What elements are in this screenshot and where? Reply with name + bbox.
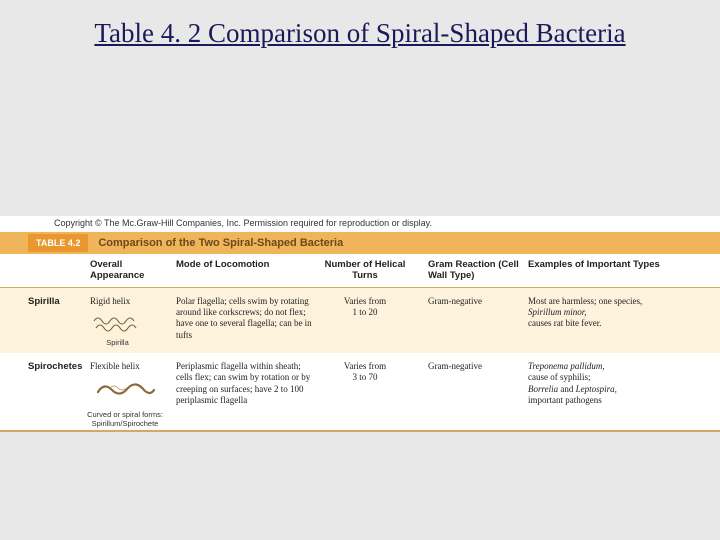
cell-gram: Gram-negative bbox=[428, 296, 528, 341]
illustration-label: Curved or spiral forms: Spirillum/Spiroc… bbox=[80, 410, 170, 429]
cell-locomotion: Periplasmic flagella within sheath; cell… bbox=[176, 361, 318, 418]
illustration-label: Spirilla bbox=[90, 338, 145, 347]
col-examples: Examples of Important Types bbox=[528, 260, 684, 282]
copyright-text: Copyright © The Mc.Graw-Hill Companies, … bbox=[0, 216, 720, 232]
table-number-tag: TABLE 4.2 bbox=[28, 234, 88, 252]
comparison-table: Copyright © The Mc.Graw-Hill Companies, … bbox=[0, 216, 720, 432]
cell-turns: Varies from 3 to 70 bbox=[318, 361, 428, 418]
table-footer-rule bbox=[0, 430, 720, 432]
row-name: Spirochetes bbox=[0, 361, 90, 418]
page-title: Table 4. 2 Comparison of Spiral-Shaped B… bbox=[0, 0, 720, 49]
spirilla-illustration: Spirilla bbox=[90, 313, 145, 341]
cell-appearance: Rigid helix Spirilla bbox=[90, 296, 176, 341]
col-locomotion: Mode of Locomotion bbox=[176, 260, 318, 282]
column-headers-row: Overall Appearance Mode of Locomotion Nu… bbox=[0, 254, 720, 288]
cell-examples: Most are harmless; one species, Spirillu… bbox=[528, 296, 684, 341]
col-gram: Gram Reaction (Cell Wall Type) bbox=[428, 260, 528, 282]
cell-turns: Varies from 1 to 20 bbox=[318, 296, 428, 341]
col-turns: Number of Helical Turns bbox=[318, 260, 428, 282]
cell-examples: Treponema pallidum, cause of syphilis; B… bbox=[528, 361, 684, 418]
cell-gram: Gram-negative bbox=[428, 361, 528, 418]
table-row: Spirilla Rigid helix Spirilla Polar flag… bbox=[0, 288, 720, 353]
cell-appearance: Flexible helix Curved or spiral forms: S… bbox=[90, 361, 176, 418]
spirochete-illustration: Curved or spiral forms: Spirillum/Spiroc… bbox=[90, 378, 160, 418]
table-caption: Comparison of the Two Spiral-Shaped Bact… bbox=[98, 237, 343, 249]
table-header-bar: TABLE 4.2 Comparison of the Two Spiral-S… bbox=[0, 232, 720, 254]
table-row: Spirochetes Flexible helix Curved or spi… bbox=[0, 353, 720, 430]
row-name: Spirilla bbox=[0, 296, 90, 341]
cell-locomotion: Polar flagella; cells swim by rotating a… bbox=[176, 296, 318, 341]
col-appearance: Overall Appearance bbox=[90, 260, 176, 282]
